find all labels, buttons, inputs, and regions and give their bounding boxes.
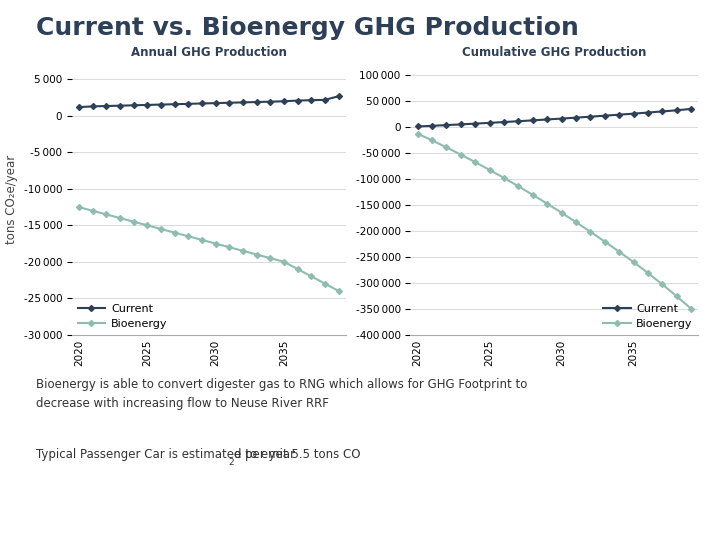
Current (600, 112, 609, 119)
Current (557, 116, 566, 122)
Current (294, 97, 302, 104)
Current (116, 103, 125, 109)
Current (198, 100, 207, 107)
Bioenergy (500, 175, 508, 181)
Bioenergy (335, 288, 343, 294)
Current (572, 114, 580, 121)
Text: Typical Passenger Car is estimated to emit 5.5 tons CO: Typical Passenger Car is estimated to em… (36, 448, 361, 461)
Title: Cumulative GHG Production: Cumulative GHG Production (462, 46, 647, 59)
Current (130, 102, 138, 109)
Current (514, 118, 523, 124)
Bioenergy (557, 210, 566, 216)
Current (321, 97, 330, 103)
Bioenergy (280, 259, 289, 265)
Current (500, 119, 508, 125)
Bioenergy (600, 238, 609, 245)
Bioenergy (143, 222, 152, 228)
Bioenergy (171, 230, 179, 236)
Current (442, 122, 451, 129)
Bioenergy (266, 255, 275, 261)
Text: Current vs. Bioenergy GHG Production: Current vs. Bioenergy GHG Production (36, 16, 579, 40)
Bioenergy (644, 270, 652, 276)
Current (428, 123, 436, 129)
Current (456, 121, 465, 127)
Current (225, 99, 233, 106)
Bioenergy (239, 248, 248, 254)
Bioenergy (130, 219, 138, 225)
Bioenergy (672, 293, 681, 300)
Bioenergy (211, 240, 220, 247)
Bioenergy (658, 281, 667, 288)
Current (253, 99, 261, 105)
Bioenergy (543, 200, 552, 207)
Current (239, 99, 248, 106)
Current (75, 104, 84, 110)
Legend: Current, Bioenergy: Current, Bioenergy (603, 303, 693, 329)
Current (413, 123, 422, 130)
Text: 2: 2 (228, 458, 234, 467)
Bioenergy (615, 248, 624, 255)
Bioenergy (572, 219, 580, 225)
Bioenergy (294, 266, 302, 272)
Bioenergy (225, 244, 233, 251)
Line: Bioenergy: Bioenergy (415, 132, 693, 311)
Current (586, 113, 595, 120)
Current (335, 93, 343, 99)
Line: Current: Current (415, 107, 693, 129)
Current (644, 109, 652, 116)
Legend: Current, Bioenergy: Current, Bioenergy (78, 303, 167, 329)
Bioenergy (184, 233, 193, 240)
Bioenergy (528, 192, 537, 198)
Current (211, 100, 220, 106)
Line: Bioenergy: Bioenergy (77, 205, 341, 293)
Bioenergy (89, 207, 97, 214)
Bioenergy (116, 215, 125, 221)
Current (471, 120, 480, 127)
Bioenergy (471, 159, 480, 165)
Y-axis label: tons CO₂e/year: tons CO₂e/year (5, 155, 18, 245)
Bioenergy (102, 211, 111, 218)
Bioenergy (687, 306, 696, 312)
Bioenergy (442, 144, 451, 151)
Text: e per year: e per year (234, 448, 295, 461)
Current (102, 103, 111, 109)
Current (543, 116, 552, 123)
Bioenergy (198, 237, 207, 243)
Bioenergy (321, 280, 330, 287)
Current (485, 120, 494, 126)
Current (528, 117, 537, 124)
Current (658, 108, 667, 114)
Current (157, 102, 166, 108)
Bioenergy (514, 183, 523, 190)
Current (307, 97, 316, 104)
Current (89, 103, 97, 110)
Current (629, 110, 638, 117)
Current (171, 101, 179, 107)
Bioenergy (307, 273, 316, 280)
Bioenergy (75, 204, 84, 211)
Bioenergy (413, 130, 422, 137)
Current (672, 107, 681, 113)
Bioenergy (456, 151, 465, 158)
Bioenergy (586, 228, 595, 235)
Line: Current: Current (77, 94, 341, 109)
Current (687, 106, 696, 112)
Title: Annual GHG Production: Annual GHG Production (131, 46, 287, 59)
Bioenergy (485, 167, 494, 173)
Bioenergy (253, 251, 261, 258)
Bioenergy (629, 259, 638, 265)
Current (615, 111, 624, 118)
Bioenergy (428, 137, 436, 144)
Bioenergy (157, 226, 166, 232)
Current (143, 102, 152, 108)
Current (280, 98, 289, 105)
Text: Bioenergy is able to convert digester gas to RNG which allows for GHG Footprint : Bioenergy is able to convert digester ga… (36, 378, 527, 410)
Current (184, 100, 193, 107)
Current (266, 98, 275, 105)
